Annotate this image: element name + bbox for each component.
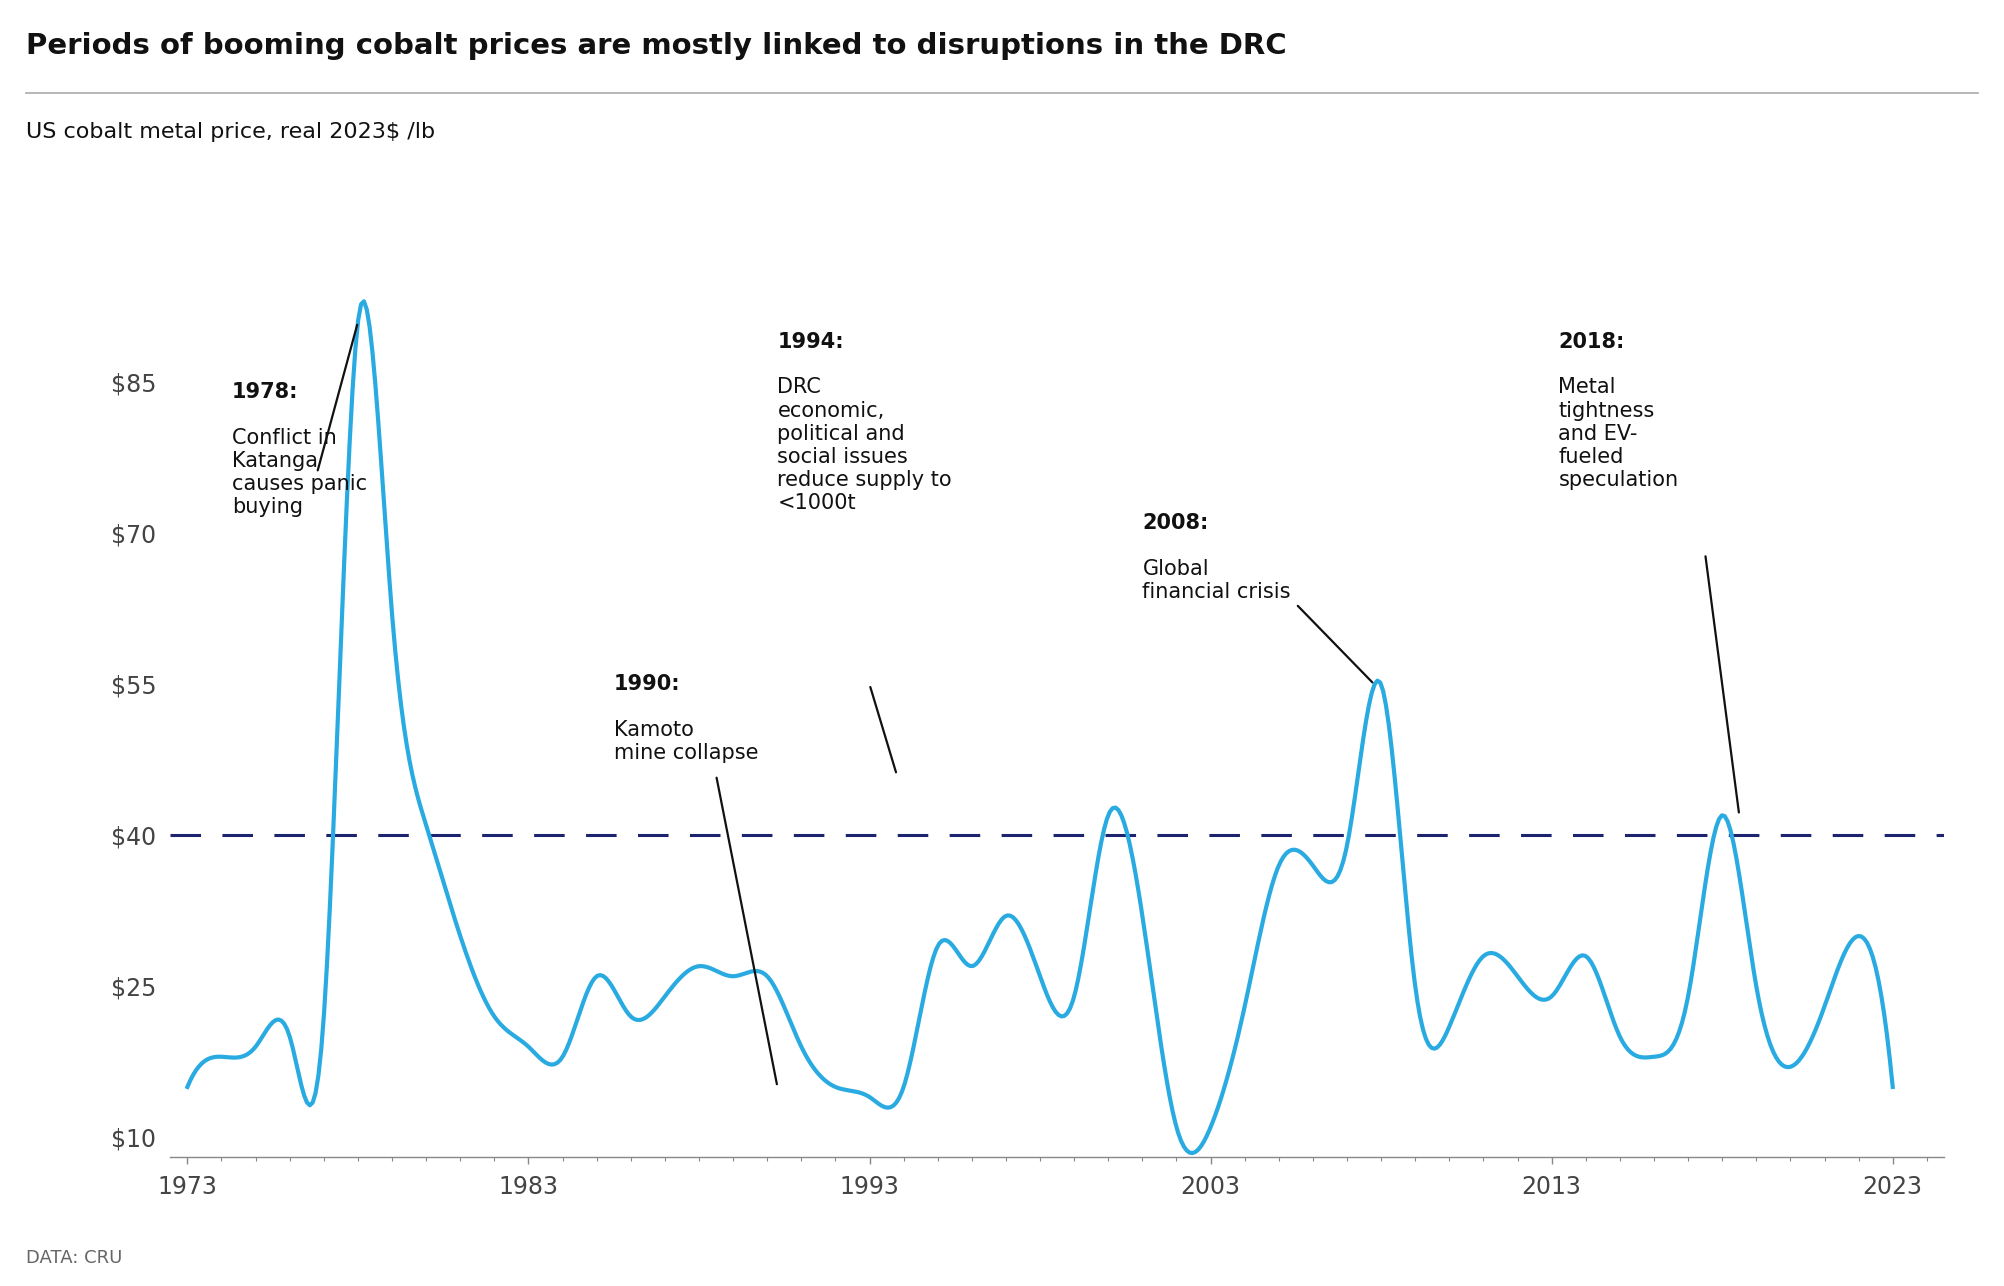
- Text: Global
financial crisis: Global financial crisis: [1142, 558, 1291, 602]
- Text: 2008:: 2008:: [1142, 513, 1208, 534]
- Text: US cobalt metal price, real 2023$ /lb: US cobalt metal price, real 2023$ /lb: [26, 122, 435, 143]
- Text: Metal
tightness
and EV-
fueled
speculation: Metal tightness and EV- fueled speculati…: [1559, 377, 1679, 490]
- Text: 2018:: 2018:: [1559, 332, 1625, 352]
- Text: 1978:: 1978:: [232, 382, 299, 403]
- Text: Kamoto
mine collapse: Kamoto mine collapse: [613, 720, 758, 763]
- Text: 1990:: 1990:: [613, 674, 679, 694]
- Text: DATA: CRU: DATA: CRU: [26, 1249, 122, 1267]
- Text: DRC
economic,
political and
social issues
reduce supply to
<1000t: DRC economic, political and social issue…: [778, 377, 952, 513]
- Text: 1994:: 1994:: [778, 332, 844, 352]
- Text: Periods of booming cobalt prices are mostly linked to disruptions in the DRC: Periods of booming cobalt prices are mos…: [26, 32, 1287, 60]
- Text: Conflict in
Katanga
causes panic
buying: Conflict in Katanga causes panic buying: [232, 428, 367, 517]
